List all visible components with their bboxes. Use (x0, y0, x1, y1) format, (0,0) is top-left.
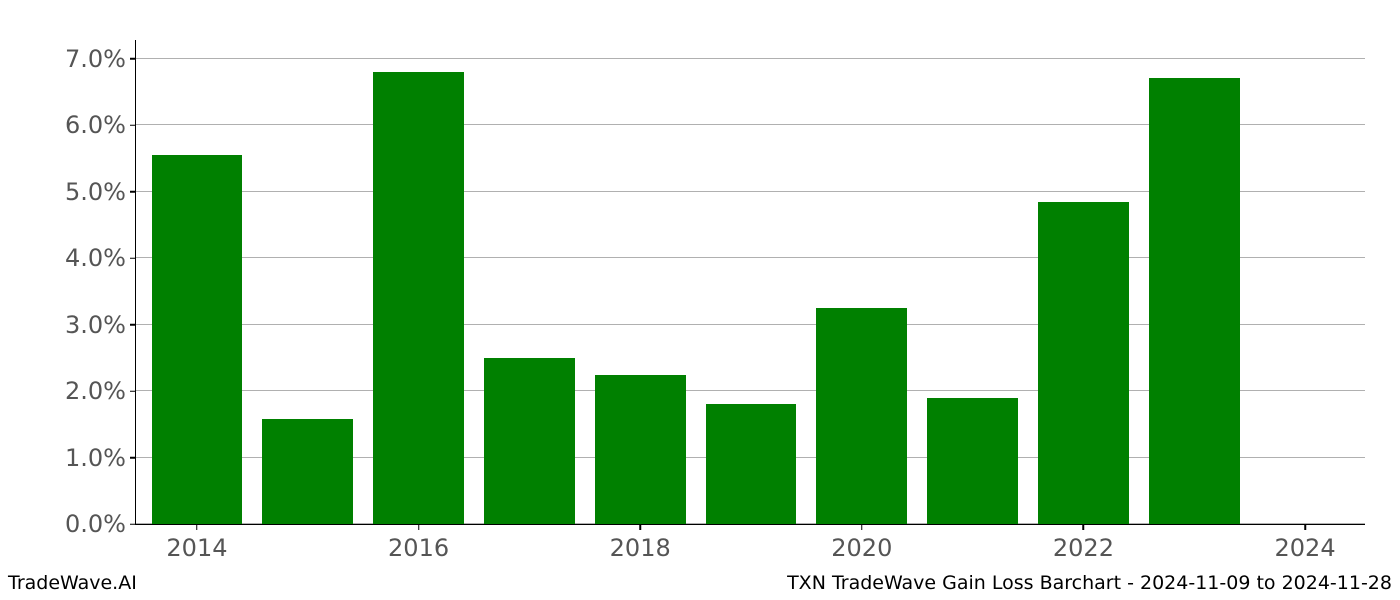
y-tick-label: 0.0% (65, 510, 136, 538)
x-tick-label: 2022 (1053, 524, 1114, 562)
y-tick-label: 1.0% (65, 444, 136, 472)
footer-right-text: TXN TradeWave Gain Loss Barchart - 2024-… (787, 572, 1392, 594)
bar (152, 155, 243, 524)
y-tick-label: 5.0% (65, 178, 136, 206)
y-tick-label: 7.0% (65, 45, 136, 73)
y-tick-label: 3.0% (65, 311, 136, 339)
x-tick-label: 2024 (1275, 524, 1336, 562)
bar (927, 398, 1018, 524)
bar (373, 72, 464, 524)
y-tick-label: 2.0% (65, 377, 136, 405)
bar (595, 375, 686, 524)
y-tick-label: 6.0% (65, 111, 136, 139)
bar (262, 419, 353, 524)
x-tick-label: 2014 (166, 524, 227, 562)
y-tick-label: 4.0% (65, 244, 136, 272)
plot-area: 0.0%1.0%2.0%3.0%4.0%5.0%6.0%7.0%20142016… (135, 40, 1365, 525)
footer-left-text: TradeWave.AI (8, 572, 137, 594)
bar (1149, 78, 1240, 524)
bar (1038, 202, 1129, 524)
x-tick-label: 2018 (610, 524, 671, 562)
x-tick-label: 2020 (831, 524, 892, 562)
x-tick-label: 2016 (388, 524, 449, 562)
y-gridline (136, 58, 1365, 59)
bar (706, 404, 797, 524)
bar (816, 308, 907, 524)
bar (484, 358, 575, 524)
chart-container: 0.0% 1.0% 2.0% 3.0% 4.0% 5.0% 6.0% 7.0% 2014 2016… (0, 0, 1400, 600)
